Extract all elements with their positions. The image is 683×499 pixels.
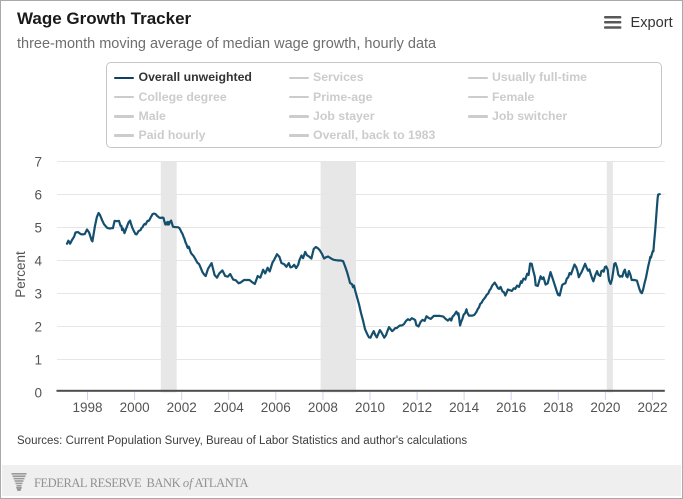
svg-text:1998: 1998: [72, 400, 102, 415]
svg-text:2004: 2004: [214, 400, 245, 415]
svg-text:Percent: Percent: [13, 251, 28, 298]
svg-text:2000: 2000: [120, 400, 150, 415]
svg-text:6: 6: [34, 187, 42, 202]
svg-text:2008: 2008: [308, 400, 338, 415]
svg-text:0: 0: [34, 385, 42, 400]
svg-text:3: 3: [34, 286, 42, 301]
svg-text:7: 7: [34, 154, 42, 169]
svg-text:2014: 2014: [449, 400, 480, 415]
svg-text:2022: 2022: [637, 400, 667, 415]
svg-text:1: 1: [34, 352, 42, 367]
svg-text:2006: 2006: [261, 400, 291, 415]
svg-text:2020: 2020: [590, 400, 620, 415]
svg-text:2002: 2002: [167, 400, 197, 415]
svg-text:2: 2: [34, 319, 42, 334]
svg-text:2012: 2012: [402, 400, 432, 415]
svg-text:4: 4: [34, 253, 42, 268]
svg-text:2018: 2018: [543, 400, 573, 415]
svg-text:2010: 2010: [355, 400, 385, 415]
svg-text:2016: 2016: [496, 400, 526, 415]
svg-text:5: 5: [34, 220, 42, 235]
